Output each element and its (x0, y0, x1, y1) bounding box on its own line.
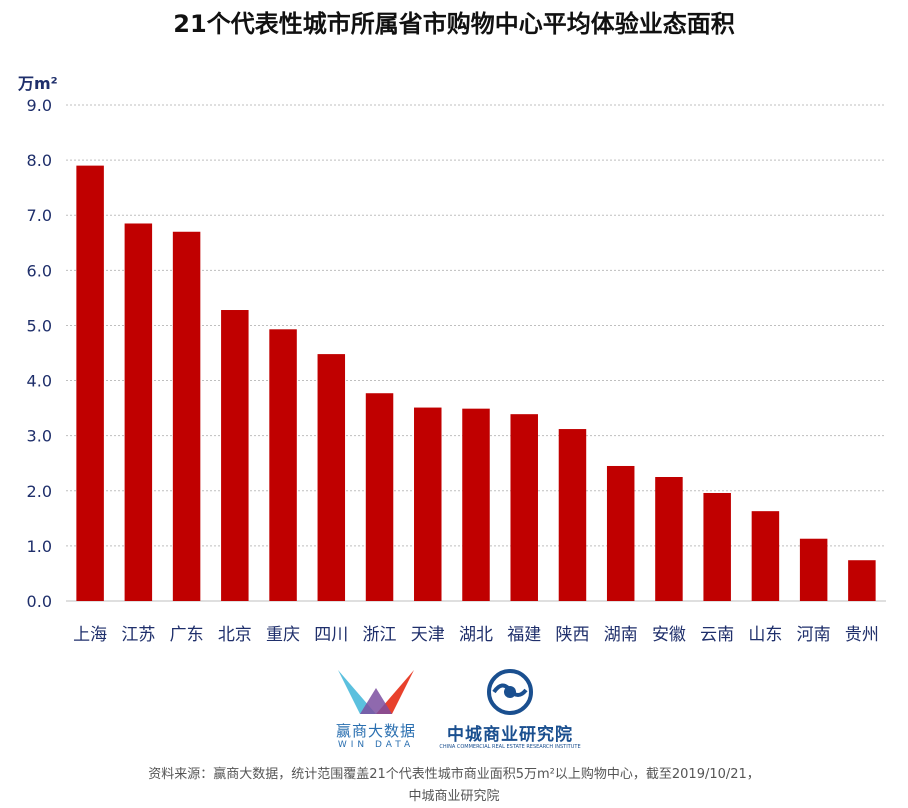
chart-title: 21个代表性城市所属省市购物中心平均体验业态面积 (173, 10, 735, 38)
windata-logo: 赢商大数据 WIN DATA (326, 668, 426, 758)
bar (799, 538, 828, 601)
bar (76, 165, 104, 601)
x-tick-label: 贵州 (845, 625, 879, 645)
windata-logo-text: 赢商大数据 (335, 722, 416, 740)
bar (848, 560, 876, 601)
bar-chart: 0.0 1.0 2.0 3.0 4.0 5.0 6.0 7.0 8.0 9.0 上海 江苏 广东 北京 重庆… (27, 96, 886, 645)
y-tick-label: 0.0 (27, 592, 52, 611)
bar (172, 231, 201, 601)
bar (124, 223, 153, 601)
x-tick-label: 福建 (507, 625, 541, 645)
bar (221, 310, 249, 601)
bar (462, 408, 490, 601)
x-tick-label: 重庆 (266, 625, 300, 645)
y-tick-label: 8.0 (27, 151, 52, 170)
x-tick-label: 云南 (700, 625, 734, 645)
y-tick-label: 6.0 (27, 261, 52, 280)
bar (365, 393, 394, 601)
windata-logo-subtext: WIN DATA (337, 740, 415, 750)
x-tick-label: 陕西 (555, 625, 589, 645)
bar (703, 492, 731, 601)
ccreri-logo: 中城商业研究院 CHINA COMMERCIAL REAL ESTATE RES… (430, 668, 590, 758)
x-tick-label: 上海 (73, 625, 107, 645)
x-tick-label: 浙江 (363, 625, 397, 645)
bar (751, 511, 780, 601)
source-line-1: 资料来源：赢商大数据，统计范围覆盖21个代表性城市商业面积5万m²以上购物中心，… (148, 767, 760, 782)
source-line-2: 中城商业研究院 (408, 789, 500, 804)
x-tick-label: 山东 (748, 625, 782, 645)
x-tick-label: 湖北 (459, 625, 493, 645)
y-tick-label: 4.0 (27, 372, 52, 391)
x-tick-label: 江苏 (121, 625, 155, 645)
bar (317, 354, 346, 601)
x-tick-label: 广东 (170, 625, 204, 645)
y-tick-label: 5.0 (27, 316, 52, 335)
bar (269, 329, 297, 601)
bar (606, 465, 635, 601)
x-tick-label: 湖南 (604, 625, 638, 645)
bar (414, 407, 442, 601)
y-axis-unit-label: 万m² (18, 74, 58, 93)
source-note: 资料来源：赢商大数据，统计范围覆盖21个代表性城市商业面积5万m²以上购物中心，… (0, 764, 908, 808)
bar (655, 477, 683, 601)
x-tick-label: 北京 (218, 625, 252, 645)
x-tick-label: 安徽 (652, 625, 686, 645)
ccreri-logo-subtext: CHINA COMMERCIAL REAL ESTATE RESEARCH IN… (439, 744, 581, 750)
bar (510, 414, 538, 601)
windata-logo-icon (338, 670, 414, 714)
bar (558, 429, 587, 601)
x-tick-label: 河南 (797, 625, 831, 645)
y-tick-label: 9.0 (27, 96, 52, 115)
y-tick-label: 1.0 (27, 537, 52, 556)
ccreri-logo-icon (487, 669, 533, 715)
x-tick-label: 四川 (314, 625, 348, 645)
ccreri-logo-text: 中城商业研究院 (447, 725, 573, 745)
x-tick-label: 天津 (411, 625, 445, 645)
y-tick-label: 7.0 (27, 206, 52, 225)
y-tick-label: 2.0 (27, 482, 52, 501)
y-tick-label: 3.0 (27, 427, 52, 446)
